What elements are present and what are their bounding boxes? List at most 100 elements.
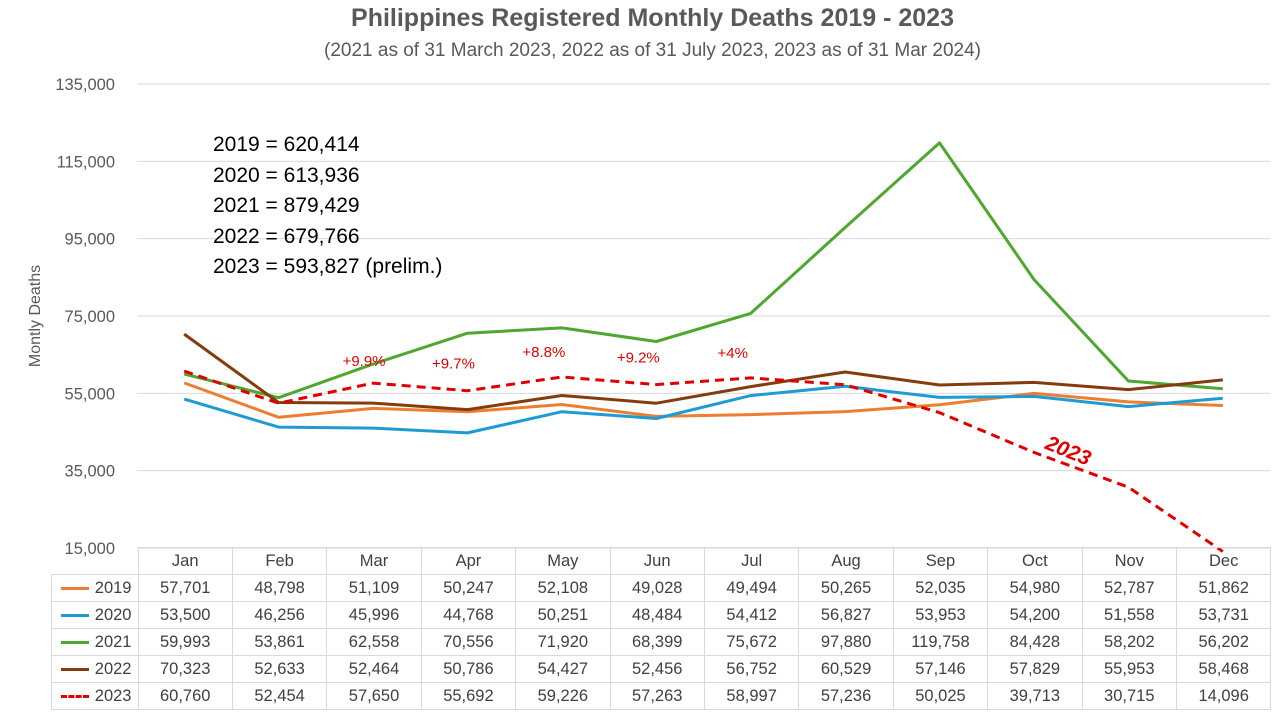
data-label: 50,265: [798, 574, 894, 602]
data-label: 50,251: [515, 601, 611, 629]
data-label: 60,760: [137, 682, 233, 710]
data-label: 70,323: [137, 655, 233, 683]
legend-label: 2019: [94, 578, 132, 597]
series-line-2022: [183, 332, 1223, 412]
legend-entry-2019: 2019: [51, 574, 139, 602]
x-tick-label: Jan: [137, 547, 233, 575]
x-tick-label: Feb: [231, 547, 328, 575]
legend-entry-2020: 2020: [51, 601, 139, 629]
data-label: 97,880: [798, 628, 894, 656]
x-tick-label: Jun: [609, 547, 705, 575]
legend-swatch: [60, 586, 89, 590]
table-corner: [52, 548, 139, 575]
data-label: 57,650: [326, 682, 422, 710]
table-row: 2019 57,701 48,798 51,109 50,247 52,108 49,028…: [51, 574, 1272, 602]
annotation-pct: +9.2%: [617, 350, 660, 367]
data-label: 53,861: [231, 628, 328, 656]
legend-label: 2020: [94, 605, 132, 624]
annotation-pct: +9.7%: [432, 356, 475, 373]
data-label: 53,731: [1175, 601, 1272, 629]
legend-label: 2022: [94, 659, 132, 678]
y-tick-label: 35,000: [65, 463, 115, 481]
data-label: 48,798: [231, 574, 328, 602]
legend-swatch: [60, 640, 89, 644]
x-tick-label: Dec: [1175, 547, 1272, 575]
series-line-2019: [183, 381, 1223, 419]
chart-subtitle: (2021 as of 31 March 2023, 2022 as of 31…: [324, 40, 981, 61]
legend-label: 2023: [94, 686, 132, 705]
data-label: 52,456: [609, 655, 705, 683]
data-label: 52,633: [231, 655, 328, 683]
data-label: 51,109: [326, 574, 422, 602]
data-label: 57,829: [987, 655, 1083, 683]
data-label: 54,980: [987, 574, 1083, 602]
y-tick-label: 135,000: [55, 76, 115, 94]
data-label: 49,494: [703, 574, 800, 602]
series-line-2021: [183, 141, 1223, 400]
x-tick-label: May: [515, 547, 611, 575]
data-label: 56,827: [798, 601, 894, 629]
data-label: 52,464: [326, 655, 422, 683]
data-label: 57,263: [609, 682, 705, 710]
data-label: 50,025: [892, 682, 989, 710]
data-label: 58,997: [703, 682, 800, 710]
data-label: 49,028: [609, 574, 705, 602]
x-tick-label: Nov: [1081, 547, 1177, 575]
y-tick-label: 55,000: [65, 385, 115, 403]
data-label: 59,993: [137, 628, 233, 656]
data-label: 44,768: [420, 601, 517, 629]
data-label: 50,247: [420, 574, 517, 602]
data-label: 57,146: [892, 655, 989, 683]
data-label: 55,953: [1081, 655, 1177, 683]
series-line-2023: [183, 369, 1224, 553]
data-label: 119,758: [892, 628, 989, 656]
total-2023: 2023 = 593,827 (prelim.): [213, 255, 443, 278]
data-table: Jan Feb Mar Apr May Jun Jul Aug Sep Oct Nov Dec 2019…: [51, 547, 1272, 710]
total-2019: 2019 = 620,414: [213, 133, 360, 156]
data-label: 68,399: [609, 628, 705, 656]
y-tick-label: 15,000: [65, 540, 115, 558]
data-label: 62,558: [326, 628, 422, 656]
y-tick-label: 95,000: [65, 231, 115, 249]
total-2022: 2022 = 679,766: [213, 224, 360, 248]
data-label: 70,556: [420, 628, 517, 656]
legend-swatch: [60, 667, 89, 671]
data-label: 51,558: [1081, 601, 1177, 629]
data-label: 53,953: [892, 601, 989, 629]
data-label: 46,256: [231, 601, 328, 629]
y-tick-label: 115,000: [57, 153, 115, 171]
data-label: 71,920: [515, 628, 611, 656]
data-label: 48,484: [609, 601, 705, 629]
data-label: 56,752: [703, 655, 800, 683]
data-label: 57,236: [798, 682, 894, 710]
annotation-pct: +4%: [717, 345, 747, 362]
annotation-pct: +9.9%: [343, 353, 386, 370]
x-tick-label: Jul: [703, 547, 800, 575]
data-label: 30,715: [1081, 682, 1177, 710]
chart-title: Philippines Registered Monthly Deaths 20…: [351, 4, 954, 32]
data-label: 14,096: [1175, 682, 1272, 710]
totals-box: 2019 = 620,414 2020 = 613,936 2021 = 879…: [213, 130, 442, 283]
data-label: 57,701: [137, 574, 233, 602]
total-2020: 2020 = 613,936: [213, 163, 360, 187]
data-label: 60,529: [798, 655, 894, 683]
legend-entry-2023: 2023: [51, 682, 139, 710]
x-tick-label: Mar: [326, 547, 422, 575]
data-label: 58,202: [1081, 628, 1177, 656]
legend-entry-2021: 2021: [51, 628, 139, 656]
table-row: 2021 59,993 53,861 62,558 70,556 71,920 68,399…: [51, 628, 1272, 656]
data-label: 55,692: [420, 682, 517, 710]
data-label: 52,454: [231, 682, 328, 710]
data-label: 56,202: [1175, 628, 1272, 656]
data-label: 54,412: [703, 601, 800, 629]
table-header-row: Jan Feb Mar Apr May Jun Jul Aug Sep Oct Nov Dec: [52, 547, 1272, 575]
data-label: 50,786: [420, 655, 517, 683]
data-label: 53,500: [137, 601, 233, 629]
x-tick-label: Oct: [987, 547, 1083, 575]
data-label: 52,108: [515, 574, 611, 602]
data-label: 54,427: [515, 655, 611, 683]
x-tick-label: Sep: [892, 547, 989, 575]
data-label: 58,468: [1175, 655, 1272, 683]
y-tick-label: 75,000: [65, 308, 115, 326]
annotation-pct: +8.8%: [522, 344, 565, 361]
